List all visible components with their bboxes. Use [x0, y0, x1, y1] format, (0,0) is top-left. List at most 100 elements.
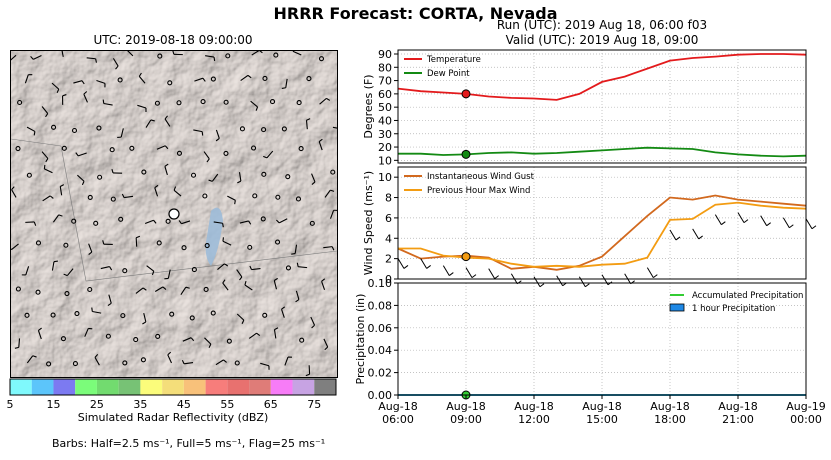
wind-barb-marker [556, 275, 564, 287]
wind-barb-flag [190, 337, 195, 342]
y-tick-label: 60 [378, 88, 392, 101]
colorbar-tick-label: 75 [307, 398, 321, 411]
calm-station-circle [262, 75, 268, 82]
wind-barb [145, 119, 152, 128]
wind-barb-marker [533, 276, 541, 288]
calm-station-circle [202, 193, 208, 199]
calm-station-circle [269, 99, 276, 105]
wind-barb-flag [33, 131, 36, 136]
wind-barb [156, 145, 166, 150]
y-axis-label: Wind Speed (ms⁻¹) [362, 171, 375, 275]
calm-station-circle [122, 360, 128, 366]
wind-barb-flag [38, 327, 42, 331]
calm-station-circle [167, 80, 173, 86]
x-tick-time-label: 18:00 [654, 413, 686, 426]
wind-barb-flag [14, 346, 19, 349]
wind-barb-flag [154, 184, 159, 189]
calm-station-circle [299, 337, 305, 343]
wind-barb-flag [305, 373, 310, 377]
wind-barb-flag [164, 115, 168, 120]
wind-barb-marker [442, 265, 450, 276]
wind-barb [294, 244, 298, 254]
wind-barb-flag [135, 235, 141, 239]
wind-barb [211, 173, 219, 182]
wind-barb-flag [215, 138, 220, 142]
wind-barb-marker-tick [562, 282, 567, 287]
calm-station-circle [122, 268, 128, 274]
calm-station-circle [226, 338, 232, 344]
wind-barb-flag [102, 240, 105, 245]
calm-station-circle [306, 76, 312, 82]
wind-barb [273, 329, 277, 339]
calm-station-circle [285, 265, 291, 271]
x-tick-time-label: 12:00 [518, 413, 550, 426]
wind-barb [240, 74, 249, 82]
calm-station-circle [71, 218, 77, 224]
colorbar-tick-label: 45 [177, 398, 191, 411]
wind-barb-marker [601, 274, 609, 286]
calm-station-circle [285, 174, 291, 180]
calm-station-circle [298, 146, 304, 152]
station-location-marker [168, 208, 180, 220]
wind-barb-flag [91, 307, 93, 312]
wind-barb-marker-tick [698, 235, 703, 240]
wind-barb-flag [162, 286, 167, 290]
wind-barb-flag [318, 138, 323, 143]
calm-station-circle [64, 290, 70, 297]
wind-barb [103, 102, 113, 106]
calm-station-circle [309, 220, 315, 226]
calm-station-circle [189, 315, 195, 321]
wind-barb-flag [172, 51, 175, 55]
calm-station-circle [157, 53, 163, 59]
wind-barb-flag [173, 186, 177, 191]
x-tick-date-label: Aug-18 [718, 400, 757, 413]
wind-barb [83, 93, 88, 103]
wind-barb-flag [81, 181, 85, 186]
wind-barb [73, 80, 83, 84]
colorbar-segment [31, 379, 54, 395]
calm-station-circle [60, 336, 66, 342]
calm-station-circle [251, 145, 257, 151]
y-tick-label: 2 [385, 253, 392, 266]
series-line-2 [398, 146, 807, 158]
y-tick-label: 0.02 [368, 367, 393, 380]
calm-station-circle [190, 172, 197, 178]
calm-station-circle [281, 126, 287, 132]
panel-frame [397, 49, 807, 164]
wind-barb [88, 243, 93, 253]
wind-barb-marker [714, 214, 722, 225]
wind-barb-marker-tick [585, 283, 590, 288]
wind-barb [167, 354, 173, 364]
wind-barb [273, 280, 278, 290]
map-time-label: UTC: 2019-08-18 09:00:00 [93, 33, 253, 47]
wind-barb-flag [32, 355, 37, 358]
wind-barb-flag [45, 113, 49, 118]
y-tick-label: 0.00 [368, 389, 393, 402]
x-tick-date-label: Aug-18 [514, 400, 553, 413]
wind-barb-marker-tick [789, 224, 794, 229]
wind-barb-flag [151, 271, 155, 276]
wind-barb-flag [295, 299, 300, 303]
wind-barb [323, 246, 333, 249]
wind-barb-flag [247, 74, 252, 79]
calm-station-circle [63, 242, 69, 248]
colorbar-tick-label: 35 [133, 398, 147, 411]
calm-station-circle [203, 286, 209, 293]
wind-barb-flag [222, 279, 226, 284]
valid-time-marker [461, 149, 471, 159]
calm-station-circle [109, 147, 115, 153]
calm-station-circle [87, 286, 93, 293]
calm-station-circle [155, 333, 161, 339]
wind-barb [146, 265, 155, 272]
wind-barb [182, 337, 192, 342]
wind-barb-marker [692, 228, 700, 240]
wind-barb [108, 294, 112, 304]
x-tick-time-label: 06:00 [382, 413, 414, 426]
wind-barb-marker-tick [539, 283, 545, 288]
wind-barb-flag [208, 179, 213, 182]
wind-barb-flag [255, 106, 259, 111]
radar-map[interactable] [10, 50, 338, 378]
wind-barb [154, 286, 164, 292]
calm-station-circle [71, 127, 78, 134]
wind-barb-marker [624, 273, 632, 284]
